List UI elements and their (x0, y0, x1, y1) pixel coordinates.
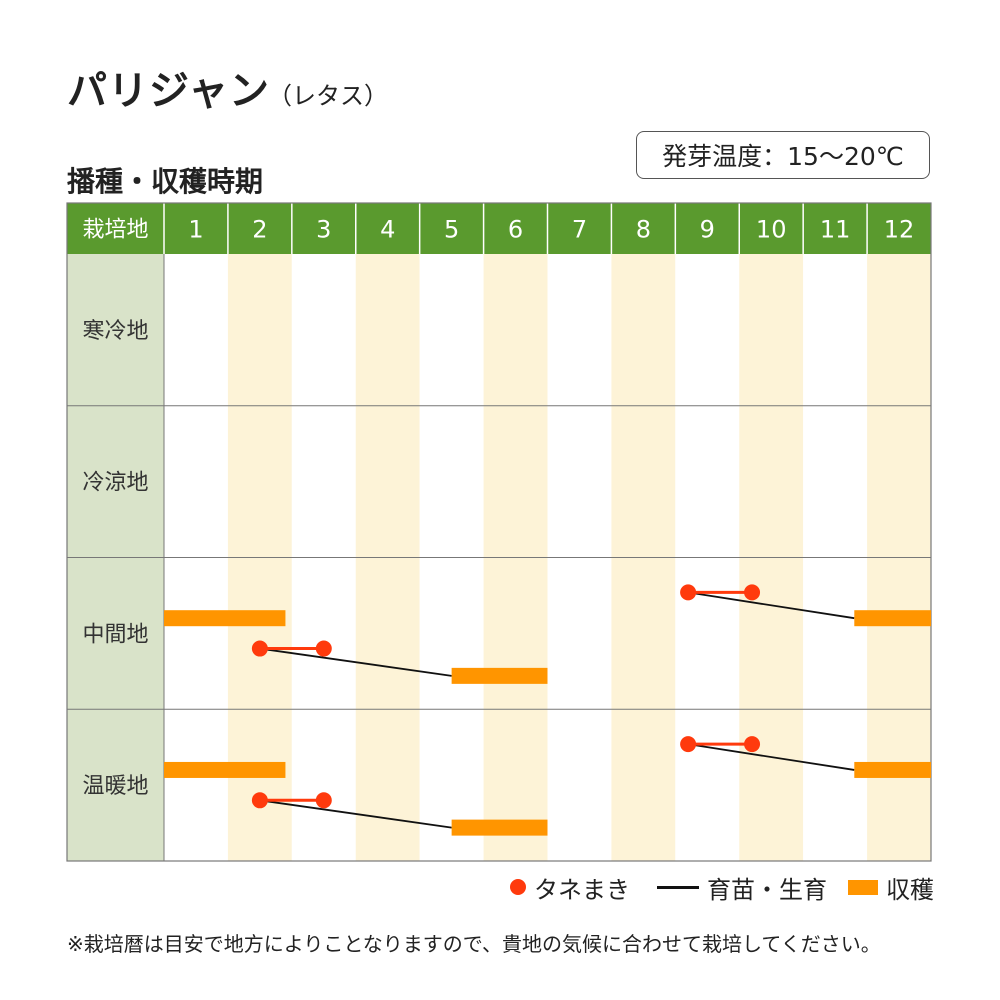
region-label: 温暖地 (82, 774, 148, 799)
harvest-bar (854, 761, 931, 778)
month-label: 5 (444, 216, 459, 244)
seedling-line (259, 799, 452, 829)
month-label: 3 (316, 216, 331, 244)
legend-seedling: 育苗・生育 (657, 870, 827, 904)
month-label: 1 (188, 216, 203, 244)
sowing-dot-icon (510, 879, 526, 895)
harvest-bar (451, 667, 548, 684)
month-label: 11 (820, 216, 851, 244)
sowing-dot (680, 584, 697, 601)
sowing-dot (251, 640, 268, 657)
sowing-dot (744, 736, 761, 753)
germination-temperature-box: 発芽温度：15～20℃ (636, 131, 930, 179)
page-subtitle: （レタス） (268, 82, 388, 110)
month-label: 2 (252, 216, 267, 244)
seedling-line-icon (657, 885, 699, 889)
harvest-bar (164, 761, 286, 778)
harvest-bar (164, 610, 286, 627)
month-label: 12 (884, 216, 915, 244)
legend-seedling-label: 育苗・生育 (707, 875, 827, 904)
header-corner-label: 栽培地 (82, 218, 148, 243)
legend-harvest-label: 収穫 (886, 875, 934, 904)
footnote: ※栽培暦は目安で地方によりことなりますので、貴地の気候に合わせて栽培してください… (67, 932, 881, 956)
sowing-dot (251, 792, 268, 809)
month-label: 6 (508, 216, 523, 244)
region-label: 冷涼地 (82, 471, 148, 496)
sowing-dot (744, 584, 761, 601)
sowing-dot (680, 736, 697, 753)
legend-sowing: タネまき (510, 870, 630, 904)
seedling-line (687, 591, 855, 620)
month-label: 4 (380, 216, 395, 244)
month-label: 8 (636, 216, 651, 244)
section-heading: 播種・収穫時期 (67, 165, 264, 198)
table-border (66, 202, 932, 862)
legend-sowing-label: タネまき (534, 875, 630, 904)
germination-temperature-text: 発芽温度：15～20℃ (662, 142, 904, 171)
region-label: 中間地 (82, 622, 148, 647)
region-label: 寒冷地 (82, 319, 148, 344)
sowing-dot (315, 640, 332, 657)
month-label: 7 (572, 216, 587, 244)
seedling-line (687, 743, 855, 771)
page-title: パリジャン (67, 68, 270, 114)
sowing-dot (315, 792, 332, 809)
harvest-bar (451, 819, 548, 836)
harvest-bar-icon (848, 879, 878, 895)
harvest-bar (854, 610, 931, 627)
seedling-line (259, 647, 452, 677)
month-label: 9 (700, 216, 715, 244)
header-row (67, 203, 931, 254)
month-label: 10 (756, 216, 787, 244)
legend-harvest: 収穫 (848, 870, 934, 904)
